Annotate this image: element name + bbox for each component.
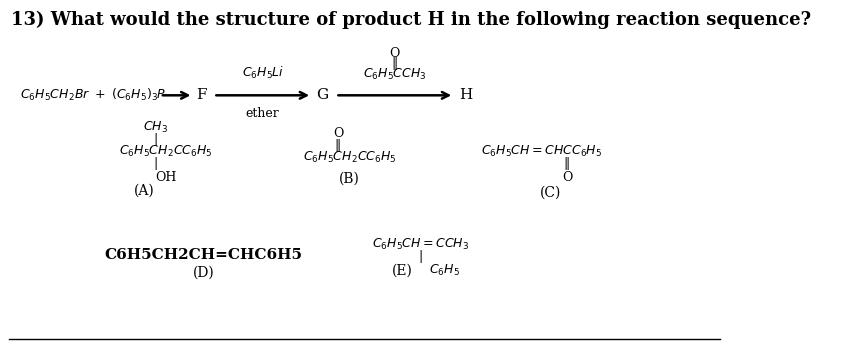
Text: O: O: [562, 171, 572, 183]
Text: ‖: ‖: [335, 139, 341, 152]
Text: $C_6H_5CH=CHCC_6H_5$: $C_6H_5CH=CHCC_6H_5$: [481, 144, 603, 159]
Text: $C_6H_5$: $C_6H_5$: [429, 263, 460, 278]
Text: $C_6H_5CH_2Br\ +\ (C_6H_5)_3P$: $C_6H_5CH_2Br\ +\ (C_6H_5)_3P$: [20, 87, 166, 103]
Text: |: |: [153, 157, 158, 170]
Text: (D): (D): [192, 266, 214, 279]
Text: (C): (C): [540, 186, 561, 200]
Text: (A): (A): [133, 184, 154, 198]
Text: (E): (E): [392, 263, 413, 278]
Text: $C_6H_5CH_2CC_6H_5$: $C_6H_5CH_2CC_6H_5$: [119, 144, 212, 159]
Text: |: |: [418, 250, 423, 263]
Text: C6H5CH2CH=CHC6H5: C6H5CH2CH=CHC6H5: [105, 248, 302, 262]
Text: O: O: [390, 47, 400, 60]
Text: $CH_3$: $CH_3$: [143, 120, 168, 135]
Text: ether: ether: [246, 107, 280, 120]
Text: 13) What would the structure of product H in the following reaction sequence?: 13) What would the structure of product …: [11, 11, 811, 29]
Text: G: G: [316, 88, 328, 102]
Text: F: F: [197, 88, 207, 102]
Text: ‖: ‖: [564, 157, 570, 170]
Text: $C_6H_5Li$: $C_6H_5Li$: [242, 64, 284, 80]
Text: $C_6H_5CCH_3$: $C_6H_5CCH_3$: [363, 67, 427, 82]
Text: O: O: [333, 127, 343, 140]
Text: OH: OH: [156, 171, 178, 183]
Text: $C_6H_5CH=CCH_3$: $C_6H_5CH=CCH_3$: [372, 237, 469, 252]
Text: H: H: [459, 88, 473, 102]
Text: $C_6H_5CH_2CC_6H_5$: $C_6H_5CH_2CC_6H_5$: [303, 150, 397, 165]
Text: (B): (B): [339, 172, 360, 186]
Text: ‖: ‖: [391, 57, 397, 70]
Text: |: |: [153, 133, 158, 146]
